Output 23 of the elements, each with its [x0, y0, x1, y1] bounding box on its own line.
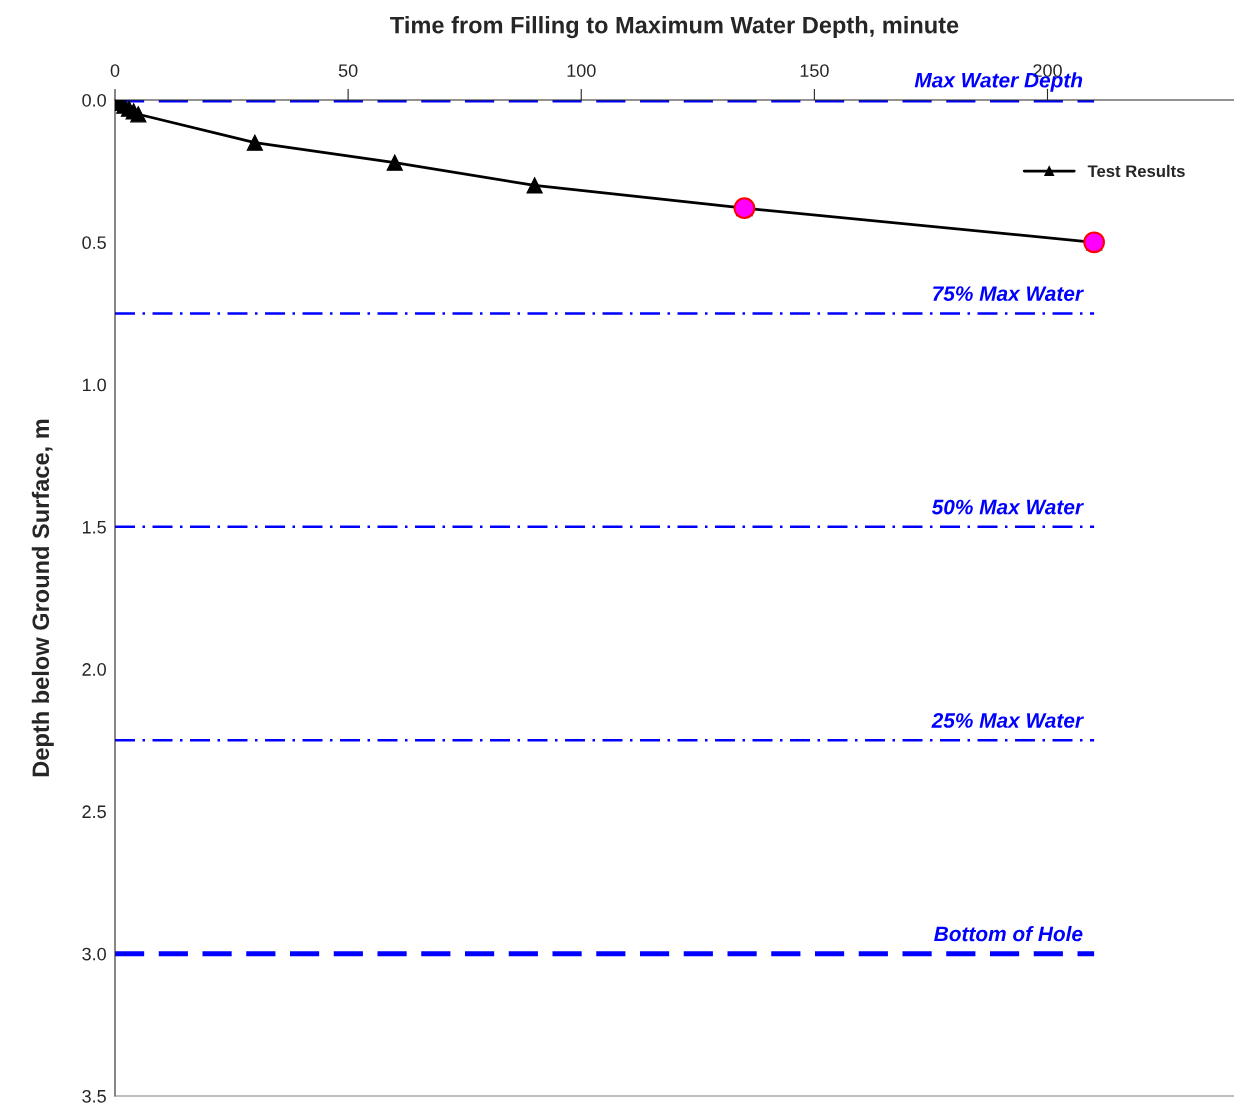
ref-line-label: 25% Max Water — [931, 713, 1084, 728]
point — [526, 177, 543, 194]
ref-line-label: 50% Max Water — [931, 499, 1084, 515]
y-tick-label: 0.0 — [82, 93, 106, 107]
y-tick-label: 2.0 — [82, 663, 106, 676]
y-tick-label: 2.5 — [82, 805, 106, 819]
point — [130, 106, 147, 123]
y-tick-label: 3.0 — [82, 947, 106, 961]
ref-line-label: 75% Max Water — [933, 286, 1084, 301]
legend-label: Test Results — [1087, 164, 1185, 178]
y-tick-label: 3.5 — [82, 1089, 106, 1103]
y-tick-label: 1.0 — [82, 378, 106, 392]
ref-line-label: Bottom of Hole — [934, 925, 1083, 942]
x-tick-label: 50 — [338, 64, 358, 77]
x-tick-label: 100 — [567, 64, 596, 77]
y-axis-title: Depth below Ground Surface, m — [31, 419, 54, 777]
y-tick-label: 0.5 — [82, 236, 106, 250]
x-tick-label: 150 — [800, 64, 829, 77]
point — [386, 154, 403, 171]
x-axis-title: Time from Filling to Maximum Water Depth, minute — [390, 16, 959, 39]
y-tick-label: 1.5 — [82, 520, 106, 534]
point — [246, 134, 264, 151]
x-tick-label: 0 — [110, 64, 120, 77]
